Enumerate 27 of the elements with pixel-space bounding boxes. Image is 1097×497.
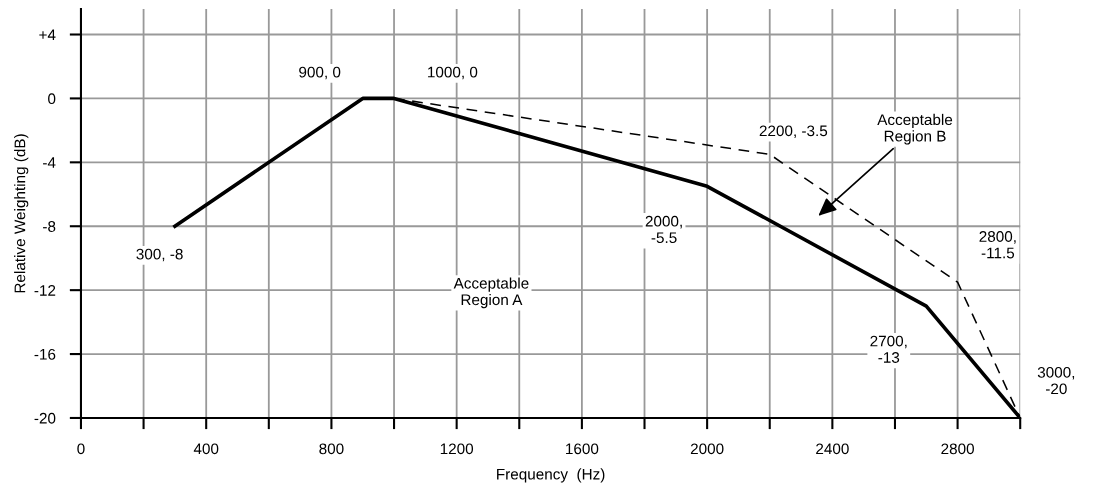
x-tick-label: 2000: [690, 443, 724, 455]
annotation: 900, 0: [299, 66, 341, 80]
annotation: 300, -8: [136, 248, 183, 262]
x-tick-label: 0: [77, 443, 85, 455]
x-tick-label: 1600: [566, 443, 599, 455]
annotation: Acceptable Region B: [877, 113, 953, 145]
x-tick-label: 400: [193, 443, 219, 455]
y-tick-label: -12: [34, 285, 56, 296]
x-tick-label: 1200: [440, 443, 474, 455]
annotation: 1000, 0: [428, 66, 478, 80]
annotation: 3000, -20: [1037, 366, 1075, 395]
annotation: 2200, -3.5: [759, 125, 828, 139]
x-tick-label: 800: [319, 443, 344, 455]
annotation: 2000, -5.5: [645, 215, 682, 244]
annotation: Acceptable Region A: [453, 277, 529, 309]
y-tick-label: -16: [34, 348, 56, 360]
x-tick-label: 2800: [941, 443, 974, 455]
x-axis-title: Frequency (Hz): [497, 468, 605, 483]
y-axis-title: Relative Weighting (dB): [14, 134, 29, 293]
y-tick-label: 0: [48, 93, 56, 105]
y-tick-label: -8: [43, 221, 56, 232]
x-tick-label: 2400: [816, 443, 849, 455]
annotation: 2700, -13: [870, 335, 907, 363]
y-tick-label: -20: [34, 412, 56, 424]
annotation: 2800, -11.5: [979, 231, 1016, 259]
y-tick-label: +4: [39, 29, 56, 41]
y-tick-label: -4: [43, 157, 56, 168]
